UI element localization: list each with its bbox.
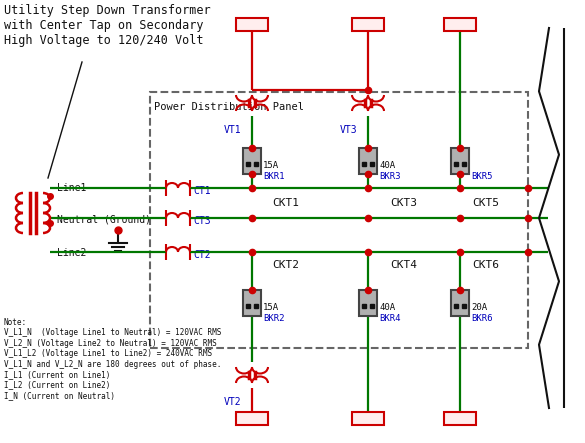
Text: CKT1: CKT1 (272, 198, 299, 208)
Text: VT1: VT1 (224, 125, 242, 135)
Text: 15A: 15A (263, 303, 279, 312)
Bar (352, 412, 384, 425)
Text: BKR1: BKR1 (263, 172, 284, 181)
Text: CT3: CT3 (193, 216, 211, 226)
Bar (451, 290, 469, 316)
Text: 40A: 40A (379, 161, 395, 170)
Bar (451, 148, 469, 174)
Text: LOAD1: LOAD1 (238, 19, 267, 29)
Text: LOAD6: LOAD6 (445, 413, 474, 423)
Bar (444, 412, 476, 425)
Text: BKR4: BKR4 (379, 314, 401, 323)
Bar (243, 290, 261, 316)
Bar (352, 18, 384, 31)
Text: BKR6: BKR6 (471, 314, 493, 323)
Text: Line2: Line2 (57, 248, 87, 258)
Bar (243, 148, 261, 174)
Text: CKT6: CKT6 (472, 260, 499, 270)
Bar (359, 148, 377, 174)
Text: Note:
V_L1_N  (Voltage Line1 to Neutral) = 120VAC RMS
V_L2_N (Voltage Line2 to N: Note: V_L1_N (Voltage Line1 to Neutral) … (4, 318, 221, 400)
Bar (444, 18, 476, 31)
Text: CKT5: CKT5 (472, 198, 499, 208)
Bar (236, 412, 268, 425)
Text: Line1: Line1 (57, 183, 87, 193)
Text: Utility Step Down Transformer
with Center Tap on Secondary
High Voltage to 120/2: Utility Step Down Transformer with Cente… (4, 4, 211, 47)
Text: BKR3: BKR3 (379, 172, 401, 181)
Text: Neutral (Ground): Neutral (Ground) (57, 214, 151, 224)
Text: 15A: 15A (263, 161, 279, 170)
Text: CKT3: CKT3 (390, 198, 417, 208)
Text: LOAD4: LOAD4 (353, 413, 383, 423)
Text: Power Distribution Panel: Power Distribution Panel (154, 102, 304, 112)
Text: LOAD3: LOAD3 (353, 19, 383, 29)
Text: BKR2: BKR2 (263, 314, 284, 323)
Text: VT2: VT2 (224, 397, 242, 407)
Bar (359, 290, 377, 316)
Text: CKT2: CKT2 (272, 260, 299, 270)
Text: CT2: CT2 (193, 250, 211, 260)
Text: 20A: 20A (471, 303, 487, 312)
Text: LOAD2: LOAD2 (238, 413, 267, 423)
Bar (236, 18, 268, 31)
Text: VT3: VT3 (340, 125, 357, 135)
Text: BKR5: BKR5 (471, 172, 493, 181)
Text: CKT4: CKT4 (390, 260, 417, 270)
Text: 40A: 40A (379, 303, 395, 312)
Text: LOAD5: LOAD5 (445, 19, 474, 29)
Bar (150, 92, 528, 348)
Text: CT1: CT1 (193, 186, 211, 196)
